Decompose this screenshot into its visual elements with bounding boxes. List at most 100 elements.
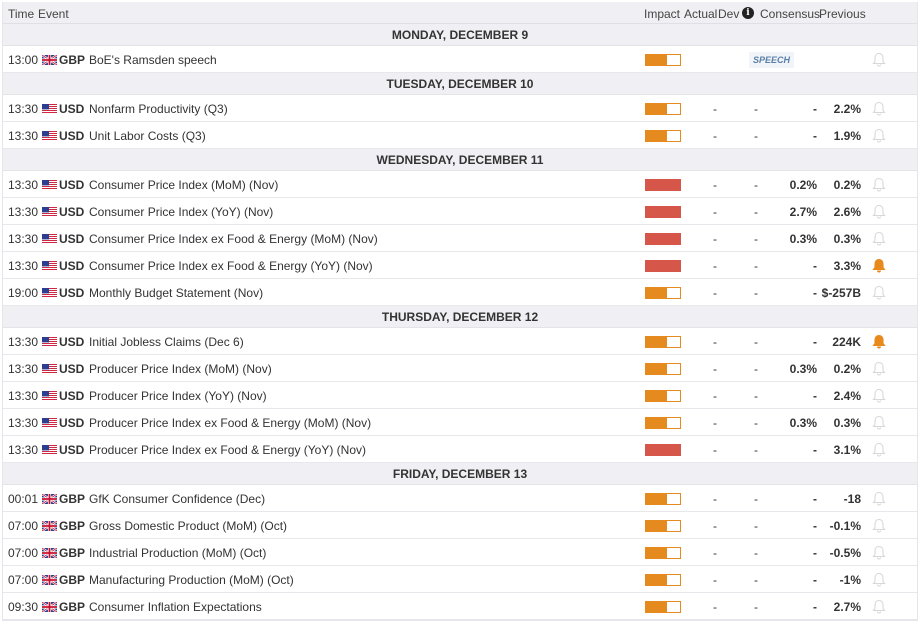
day-header: MONDAY, DECEMBER 9 [3, 24, 917, 46]
event-name[interactable]: Gross Domestic Product (MoM) (Oct) [89, 519, 288, 533]
us-flag-icon [42, 417, 57, 428]
previous-value: 0.3% [833, 232, 861, 246]
us-flag-icon [42, 363, 57, 374]
col-impact[interactable]: Impact [644, 7, 681, 21]
bell-active-icon[interactable] [872, 334, 886, 349]
event-name[interactable]: GfK Consumer Confidence (Dec) [89, 492, 266, 506]
bell-icon[interactable] [872, 128, 886, 143]
consensus-value: - [813, 519, 817, 533]
event-row[interactable]: 13:30 USD Producer Price Index ex Food & E… [3, 436, 917, 463]
event-row[interactable]: 13:30 USD Producer Price Index (MoM) (Nov)… [3, 355, 917, 382]
previous-value: 224K [832, 335, 861, 349]
event-name[interactable]: Producer Price Index (MoM) (Nov) [89, 362, 272, 376]
event-row[interactable]: 00:01 GBP GfK Consumer Confidence (Dec) - - -… [3, 485, 917, 512]
event-name[interactable]: Manufacturing Production (MoM) (Oct) [89, 573, 294, 587]
uk-flag-icon [41, 54, 58, 66]
impact-bar-high [645, 444, 681, 456]
event-name[interactable]: Industrial Production (MoM) (Oct) [89, 546, 267, 560]
event-name[interactable]: BoE's Ramsden speech [89, 53, 217, 67]
event-name[interactable]: Consumer Price Index (MoM) (Nov) [89, 178, 279, 192]
event-row[interactable]: 13:30 USD Unit Labor Costs (Q3) - - - 1.9% [3, 122, 917, 149]
us-flag-icon [42, 336, 57, 347]
event-name[interactable]: Unit Labor Costs (Q3) [89, 129, 206, 143]
event-time: 07:00 [8, 519, 39, 533]
event-time: 07:00 [8, 573, 39, 587]
dev-value: - [754, 443, 758, 457]
col-event[interactable]: Event [38, 7, 69, 21]
previous-value: -1% [839, 573, 861, 587]
event-name[interactable]: Producer Price Index ex Food & Energy (M… [89, 416, 372, 430]
previous-value: -18 [843, 492, 861, 506]
event-time: 13:30 [8, 259, 39, 273]
bell-icon[interactable] [872, 177, 886, 192]
col-dev[interactable]: Dev [718, 7, 740, 21]
bell-icon[interactable] [872, 204, 886, 219]
bell-icon[interactable] [872, 599, 886, 614]
actual-value: - [713, 205, 717, 219]
col-time[interactable]: Time [8, 7, 35, 21]
event-row[interactable]: 07:00 GBP Industrial Production (MoM) (Oct… [3, 539, 917, 566]
info-icon[interactable]: i [742, 7, 754, 19]
currency: USD [59, 335, 85, 349]
currency: USD [59, 389, 85, 403]
event-row[interactable]: 13:30 USD Consumer Price Index (MoM) (Nov)… [3, 171, 917, 198]
currency: GBP [59, 492, 86, 506]
bell-icon[interactable] [872, 388, 886, 403]
dev-value: - [754, 389, 758, 403]
bell-icon[interactable] [872, 518, 886, 533]
event-row[interactable]: 13:00 GBP BoE's Ramsden speech SPEECH [3, 46, 917, 73]
event-row[interactable]: 13:30 USD Initial Jobless Claims (Dec 6) - -… [3, 328, 917, 355]
consensus-value: 0.3% [789, 362, 817, 376]
bell-icon[interactable] [872, 572, 886, 587]
impact-bar-medium [645, 493, 681, 505]
event-row[interactable]: 19:00 USD Monthly Budget Statement (Nov) - -… [3, 279, 917, 306]
impact-bar-medium [645, 601, 681, 613]
uk-flag-icon [41, 601, 58, 613]
bell-icon[interactable] [872, 361, 886, 376]
event-name[interactable]: Producer Price Index (YoY) (Nov) [89, 389, 267, 403]
event-name[interactable]: Initial Jobless Claims (Dec 6) [89, 335, 244, 349]
event-row[interactable]: 09:30 GBP Consumer Inflation Expectations -… [3, 593, 917, 620]
event-name[interactable]: Consumer Price Index (YoY) (Nov) [89, 205, 274, 219]
col-consensus[interactable]: Consensus [760, 7, 821, 21]
event-row[interactable]: 13:30 USD Consumer Price Index ex Food & E… [3, 225, 917, 252]
bell-icon[interactable] [872, 285, 886, 300]
event-name[interactable]: Producer Price Index ex Food & Energy (Y… [89, 443, 367, 457]
consensus-value: - [813, 335, 817, 349]
col-actual[interactable]: Actual [684, 7, 718, 21]
bell-icon[interactable] [872, 52, 886, 67]
event-name[interactable]: Consumer Price Index ex Food & Energy (M… [89, 232, 378, 246]
bell-icon[interactable] [872, 545, 886, 560]
bell-icon[interactable] [872, 491, 886, 506]
bell-icon[interactable] [872, 231, 886, 246]
currency: USD [59, 416, 85, 430]
bell-icon[interactable] [872, 101, 886, 116]
event-name[interactable]: Consumer Inflation Expectations [89, 600, 262, 614]
event-name[interactable]: Consumer Price Index ex Food & Energy (Y… [89, 259, 373, 273]
event-row[interactable]: 13:30 USD Producer Price Index ex Food & E… [3, 409, 917, 436]
day-header: WEDNESDAY, DECEMBER 11 [3, 149, 917, 171]
event-row[interactable]: 13:30 USD Consumer Price Index (YoY) (Nov)… [3, 198, 917, 225]
actual-value: - [713, 416, 717, 430]
event-row[interactable]: 07:00 GBP Gross Domestic Product (MoM) (Oc… [3, 512, 917, 539]
col-previous[interactable]: Previous [819, 7, 866, 21]
event-row[interactable]: 07:00 GBP Manufacturing Production (MoM) (… [3, 566, 917, 593]
event-name[interactable]: Nonfarm Productivity (Q3) [89, 102, 228, 116]
impact-bar-high [645, 260, 681, 272]
uk-flag-icon [41, 493, 58, 505]
event-row[interactable]: 13:30 USD Consumer Price Index ex Food & E… [3, 252, 917, 279]
actual-value: - [713, 362, 717, 376]
consensus-value: - [813, 600, 817, 614]
impact-bar-medium [645, 574, 681, 586]
bell-icon[interactable] [872, 415, 886, 430]
bell-active-icon[interactable] [872, 258, 886, 273]
event-row[interactable]: 13:30 USD Nonfarm Productivity (Q3) - - - 2.2% [3, 95, 917, 122]
impact-bar-medium [645, 363, 681, 375]
event-time: 13:30 [8, 178, 39, 192]
event-name[interactable]: Monthly Budget Statement (Nov) [89, 286, 264, 300]
us-flag-icon [42, 260, 57, 271]
event-row[interactable]: 13:30 USD Producer Price Index (YoY) (Nov)… [3, 382, 917, 409]
event-time: 13:30 [8, 416, 39, 430]
bell-icon[interactable] [872, 442, 886, 457]
